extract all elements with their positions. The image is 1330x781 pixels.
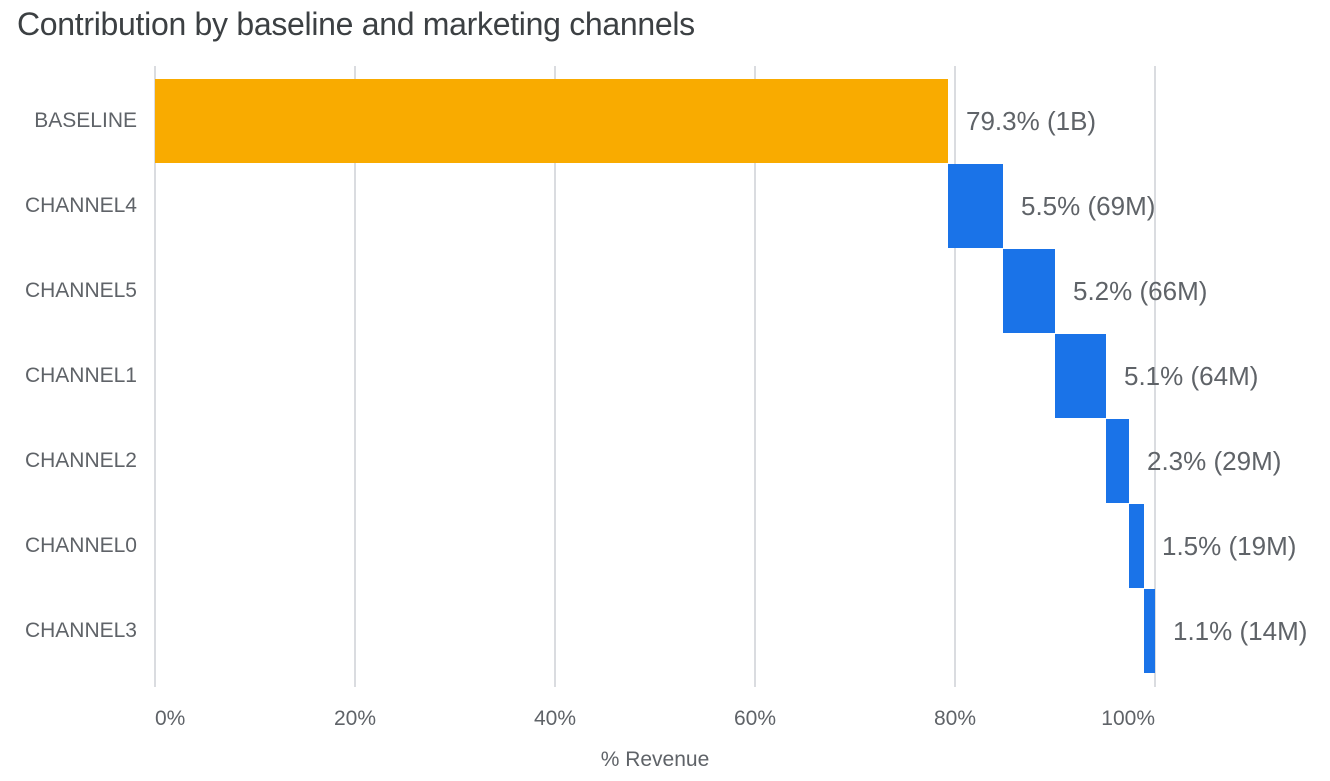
- value-label-channel4: 5.5% (69M): [1021, 191, 1156, 221]
- x-tick-label-60%: 60%: [733, 707, 777, 730]
- gridline-100%: [1154, 66, 1156, 687]
- category-label-channel4: CHANNEL4: [24, 194, 137, 217]
- x-tick-label-20%: 20%: [333, 707, 377, 730]
- gridline-20%: [354, 66, 356, 687]
- chart-title: Contribution by baseline and marketing c…: [17, 6, 695, 42]
- category-label-channel3: CHANNEL3: [24, 619, 137, 642]
- value-label-channel3: 1.1% (14M): [1173, 616, 1308, 646]
- value-label-baseline: 79.3% (1B): [966, 106, 1097, 136]
- gridline-0%: [154, 66, 156, 687]
- gridline-60%: [754, 66, 756, 687]
- category-label-channel1: CHANNEL1: [24, 364, 137, 387]
- bar-channel4: [948, 164, 1003, 248]
- category-label-channel0: CHANNEL0: [24, 534, 137, 557]
- x-tick-label-0%: 0%: [155, 707, 186, 730]
- gridline-80%: [954, 66, 956, 687]
- x-tick-label-80%: 80%: [933, 707, 977, 730]
- bar-channel3: [1144, 589, 1155, 673]
- value-label-channel5: 5.2% (66M): [1073, 276, 1208, 306]
- x-axis-title: % Revenue: [600, 748, 710, 771]
- bar-channel0: [1129, 504, 1144, 588]
- gridline-40%: [554, 66, 556, 687]
- bar-channel2: [1106, 419, 1129, 503]
- value-label-channel1: 5.1% (64M): [1124, 361, 1259, 391]
- bar-baseline: [155, 79, 948, 163]
- bar-channel5: [1003, 249, 1055, 333]
- category-label-baseline: BASELINE: [34, 109, 137, 132]
- category-label-channel2: CHANNEL2: [24, 449, 137, 472]
- value-label-channel2: 2.3% (29M): [1147, 446, 1282, 476]
- x-tick-label-40%: 40%: [533, 707, 577, 730]
- bar-channel1: [1055, 334, 1106, 418]
- x-tick-label-100%: 100%: [1101, 707, 1155, 730]
- value-label-channel0: 1.5% (19M): [1162, 531, 1297, 561]
- category-label-channel5: CHANNEL5: [24, 279, 137, 302]
